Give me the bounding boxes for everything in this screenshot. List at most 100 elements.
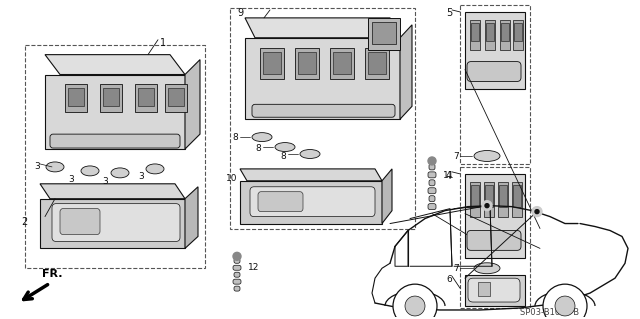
Text: 7: 7: [453, 264, 459, 273]
Polygon shape: [240, 169, 382, 181]
FancyBboxPatch shape: [429, 164, 435, 170]
Polygon shape: [100, 85, 122, 112]
Text: 8: 8: [232, 133, 237, 142]
Bar: [470, 182, 480, 217]
Polygon shape: [185, 187, 198, 249]
Text: 3: 3: [138, 172, 144, 181]
Bar: [168, 88, 184, 106]
Circle shape: [393, 284, 437, 319]
FancyBboxPatch shape: [468, 278, 520, 302]
FancyBboxPatch shape: [50, 134, 180, 148]
Text: 3: 3: [34, 162, 40, 171]
Bar: [372, 22, 396, 44]
Text: 10: 10: [225, 174, 237, 183]
FancyBboxPatch shape: [234, 258, 240, 263]
Text: 3: 3: [68, 175, 74, 184]
Bar: [514, 23, 522, 41]
Polygon shape: [330, 48, 354, 79]
Circle shape: [233, 252, 241, 260]
Text: 12: 12: [248, 263, 259, 272]
FancyBboxPatch shape: [467, 231, 521, 250]
FancyBboxPatch shape: [234, 286, 240, 291]
Bar: [103, 88, 119, 106]
Polygon shape: [465, 275, 525, 306]
Polygon shape: [40, 199, 185, 249]
FancyBboxPatch shape: [429, 180, 435, 186]
Ellipse shape: [111, 168, 129, 178]
FancyBboxPatch shape: [250, 187, 375, 217]
Polygon shape: [465, 174, 525, 258]
Circle shape: [543, 284, 587, 319]
Text: 8: 8: [255, 144, 260, 153]
Circle shape: [482, 201, 492, 211]
FancyBboxPatch shape: [428, 188, 436, 194]
Polygon shape: [368, 18, 400, 50]
Polygon shape: [465, 12, 525, 89]
Polygon shape: [135, 85, 157, 112]
Bar: [499, 185, 507, 207]
Polygon shape: [382, 169, 392, 224]
Circle shape: [532, 207, 542, 217]
Text: 7: 7: [453, 152, 459, 161]
Bar: [471, 23, 479, 41]
FancyBboxPatch shape: [60, 209, 100, 234]
FancyBboxPatch shape: [429, 196, 435, 202]
Text: 8: 8: [280, 152, 285, 161]
Text: 9: 9: [237, 8, 243, 18]
FancyBboxPatch shape: [52, 204, 180, 241]
Polygon shape: [240, 181, 382, 224]
Polygon shape: [295, 48, 319, 79]
Ellipse shape: [474, 263, 500, 274]
FancyBboxPatch shape: [428, 172, 436, 178]
Circle shape: [535, 210, 539, 214]
Bar: [471, 185, 479, 207]
Ellipse shape: [146, 164, 164, 174]
Bar: [298, 52, 316, 73]
Ellipse shape: [300, 150, 320, 159]
Text: 2: 2: [22, 217, 28, 226]
Ellipse shape: [474, 151, 500, 161]
Bar: [486, 23, 494, 41]
Text: 4: 4: [446, 171, 452, 181]
Bar: [513, 185, 521, 207]
FancyBboxPatch shape: [233, 265, 241, 270]
FancyBboxPatch shape: [233, 279, 241, 284]
Polygon shape: [260, 48, 284, 79]
FancyBboxPatch shape: [428, 204, 436, 210]
FancyBboxPatch shape: [467, 62, 521, 81]
Bar: [138, 88, 154, 106]
Polygon shape: [45, 75, 185, 149]
Bar: [68, 88, 84, 106]
Bar: [333, 52, 351, 73]
Text: 3: 3: [102, 177, 108, 186]
Ellipse shape: [81, 166, 99, 176]
Ellipse shape: [46, 162, 64, 172]
FancyBboxPatch shape: [234, 272, 240, 277]
Polygon shape: [65, 85, 87, 112]
Bar: [368, 52, 386, 73]
Polygon shape: [245, 18, 400, 38]
Polygon shape: [365, 48, 389, 79]
Bar: [500, 20, 510, 50]
Bar: [478, 282, 490, 296]
Bar: [263, 52, 281, 73]
Polygon shape: [400, 25, 412, 119]
Bar: [513, 20, 523, 50]
Polygon shape: [40, 184, 185, 199]
Polygon shape: [185, 60, 200, 149]
Text: 5: 5: [445, 8, 452, 18]
Text: SP03-B1000 B: SP03-B1000 B: [520, 308, 579, 317]
Bar: [498, 182, 508, 217]
Circle shape: [555, 296, 575, 316]
Circle shape: [405, 296, 425, 316]
Bar: [501, 23, 509, 41]
Text: FR.: FR.: [42, 269, 63, 279]
Ellipse shape: [275, 143, 295, 152]
Text: 1: 1: [160, 38, 166, 48]
Text: 6: 6: [446, 275, 452, 284]
Text: 11: 11: [443, 171, 454, 180]
Bar: [484, 182, 494, 217]
Polygon shape: [165, 85, 187, 112]
FancyBboxPatch shape: [252, 104, 395, 117]
Circle shape: [485, 204, 489, 208]
